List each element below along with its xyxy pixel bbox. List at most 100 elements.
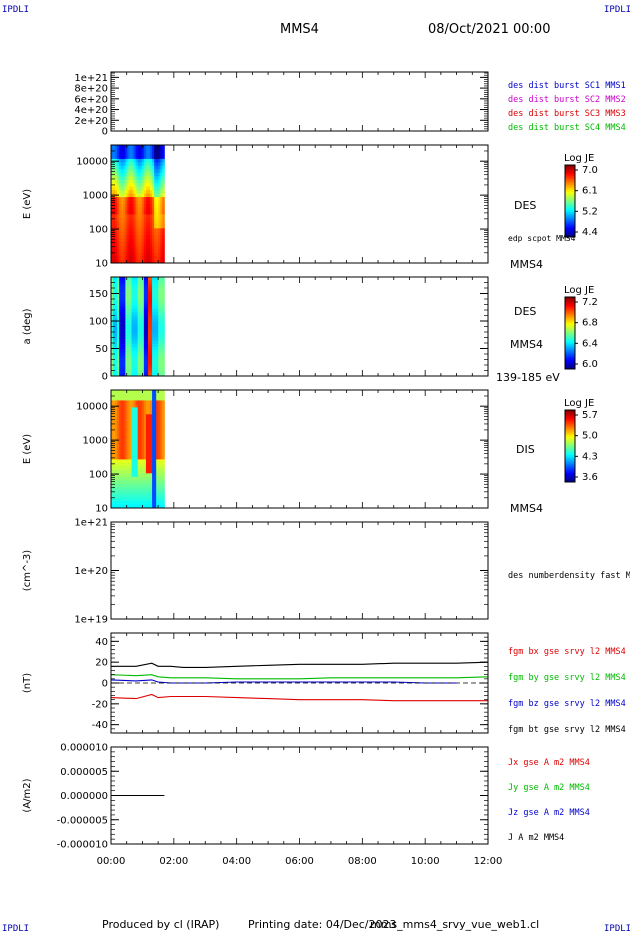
dis_energy-cell bbox=[123, 462, 126, 467]
des_energy-cell bbox=[131, 259, 134, 264]
dis_energy-cell bbox=[152, 435, 155, 439]
des_pitch-cell bbox=[137, 358, 141, 362]
dist_burst-legend-entry: des dist burst SC4 MMS4 bbox=[508, 123, 626, 133]
des_energy-cell bbox=[158, 176, 161, 181]
dis_energy-cell bbox=[131, 435, 134, 439]
des-energy-scpot-label: edp scpot MMS4 bbox=[508, 234, 576, 243]
dis_energy-cell bbox=[158, 483, 161, 488]
des_energy-cell bbox=[123, 224, 126, 229]
dis_energy-colorbar-segment bbox=[565, 419, 575, 422]
des_pitch-spectrogram bbox=[111, 277, 165, 377]
des_energy-cell bbox=[115, 238, 118, 243]
dis_energy-cell bbox=[125, 490, 128, 495]
dis_energy-cell bbox=[143, 455, 147, 460]
des_energy-cell bbox=[145, 190, 149, 194]
des_pitch-cell bbox=[139, 297, 143, 301]
dis_energy-cell bbox=[115, 390, 118, 394]
des_energy-cell bbox=[147, 183, 151, 188]
dis_energy-cell bbox=[158, 449, 161, 453]
dis_energy-cell bbox=[125, 480, 128, 485]
dis_energy-cell bbox=[113, 424, 116, 429]
dis_energy-cell bbox=[156, 442, 159, 446]
des_pitch-cell bbox=[150, 317, 153, 322]
dist_burst-ytick-label: 8e+20 bbox=[74, 84, 108, 95]
des_energy-cell bbox=[135, 179, 139, 184]
des_pitch-cell bbox=[113, 343, 116, 348]
des_pitch-colorbar-segment bbox=[565, 306, 575, 309]
dis_energy-cell bbox=[158, 501, 161, 505]
des_energy-cell bbox=[141, 256, 145, 260]
dis_energy-cell bbox=[158, 396, 161, 401]
dis_energy-cell bbox=[125, 449, 128, 453]
des_energy-cell bbox=[158, 242, 161, 247]
des_pitch-cell bbox=[152, 355, 155, 359]
dis_energy-cell bbox=[143, 400, 147, 405]
des_energy-cell bbox=[121, 221, 124, 226]
dis_energy-cell bbox=[147, 414, 151, 419]
corner-label-bottom-left: IPDLI bbox=[2, 924, 30, 934]
des_pitch-cell bbox=[152, 300, 155, 304]
des_pitch-cell bbox=[133, 320, 137, 324]
des_pitch-cell bbox=[115, 338, 118, 342]
des_energy-cell bbox=[131, 169, 134, 174]
dis_energy-cell bbox=[137, 501, 141, 505]
des_energy-cell bbox=[133, 217, 137, 222]
des_pitch-cell bbox=[135, 300, 139, 304]
des_pitch-cell bbox=[156, 329, 159, 333]
dis_energy-cell bbox=[111, 452, 114, 457]
dis_energy-cell bbox=[160, 424, 163, 429]
dis_energy-cell bbox=[150, 466, 153, 471]
dis_energy-cell bbox=[150, 445, 153, 450]
des_energy-cell bbox=[158, 214, 161, 219]
des_energy-cell bbox=[135, 162, 139, 167]
des_energy-cell bbox=[117, 176, 120, 181]
dis_energy-cell bbox=[123, 438, 126, 443]
des_energy-colorbar-segment bbox=[565, 177, 575, 180]
des_energy-cell bbox=[137, 238, 141, 243]
des_pitch-cell bbox=[154, 306, 157, 310]
des_energy-cell bbox=[131, 165, 134, 170]
dis_energy-cell bbox=[158, 428, 161, 433]
des_energy-cell bbox=[145, 245, 149, 250]
dis_energy-cell bbox=[111, 421, 114, 426]
des_energy-cell bbox=[121, 231, 124, 236]
des_energy-cell bbox=[133, 155, 137, 160]
des_energy-cell bbox=[135, 245, 139, 250]
des_energy-cell bbox=[150, 231, 153, 236]
des_energy-cell bbox=[119, 256, 122, 260]
des_energy-cell bbox=[111, 179, 114, 184]
dis_energy-cell bbox=[111, 466, 114, 471]
des_energy-cell bbox=[156, 228, 159, 233]
dist_burst-ytick-label: 4e+20 bbox=[74, 105, 108, 116]
dis_energy-cell bbox=[162, 494, 165, 498]
des_energy-cell bbox=[160, 210, 163, 215]
dis_energy-cell bbox=[117, 421, 120, 426]
des_pitch-cell bbox=[117, 332, 120, 336]
des_energy-cell bbox=[115, 165, 118, 170]
des_pitch-colorbar-segment bbox=[565, 349, 575, 352]
des_energy-cell bbox=[131, 207, 134, 212]
des_pitch-cell bbox=[129, 288, 132, 292]
dis_energy-cell bbox=[147, 449, 151, 453]
des_pitch-cell bbox=[139, 358, 143, 362]
des_energy-cell bbox=[135, 252, 139, 257]
des_energy-cell bbox=[129, 197, 132, 201]
des_energy-cell bbox=[156, 165, 159, 170]
dis_energy-cell bbox=[127, 504, 130, 509]
dis_energy-cell bbox=[156, 476, 159, 481]
des_pitch-cell bbox=[117, 364, 120, 368]
des_pitch-cell bbox=[119, 314, 122, 319]
des_pitch-cell bbox=[127, 320, 130, 324]
dis_energy-cell bbox=[125, 462, 128, 467]
dis_energy-cell bbox=[137, 390, 141, 394]
dis_energy-cell bbox=[123, 504, 126, 509]
dis_energy-cell bbox=[145, 462, 149, 467]
des_energy-colorbar-segment bbox=[565, 181, 575, 184]
des_pitch-cell bbox=[147, 300, 151, 304]
des_energy-cell bbox=[160, 158, 163, 163]
des_pitch-cell bbox=[145, 323, 149, 327]
des_pitch-cell bbox=[125, 309, 128, 313]
des_energy-cell bbox=[137, 162, 141, 167]
dis_energy-cell bbox=[113, 435, 116, 439]
dis_energy-cell bbox=[156, 407, 159, 412]
